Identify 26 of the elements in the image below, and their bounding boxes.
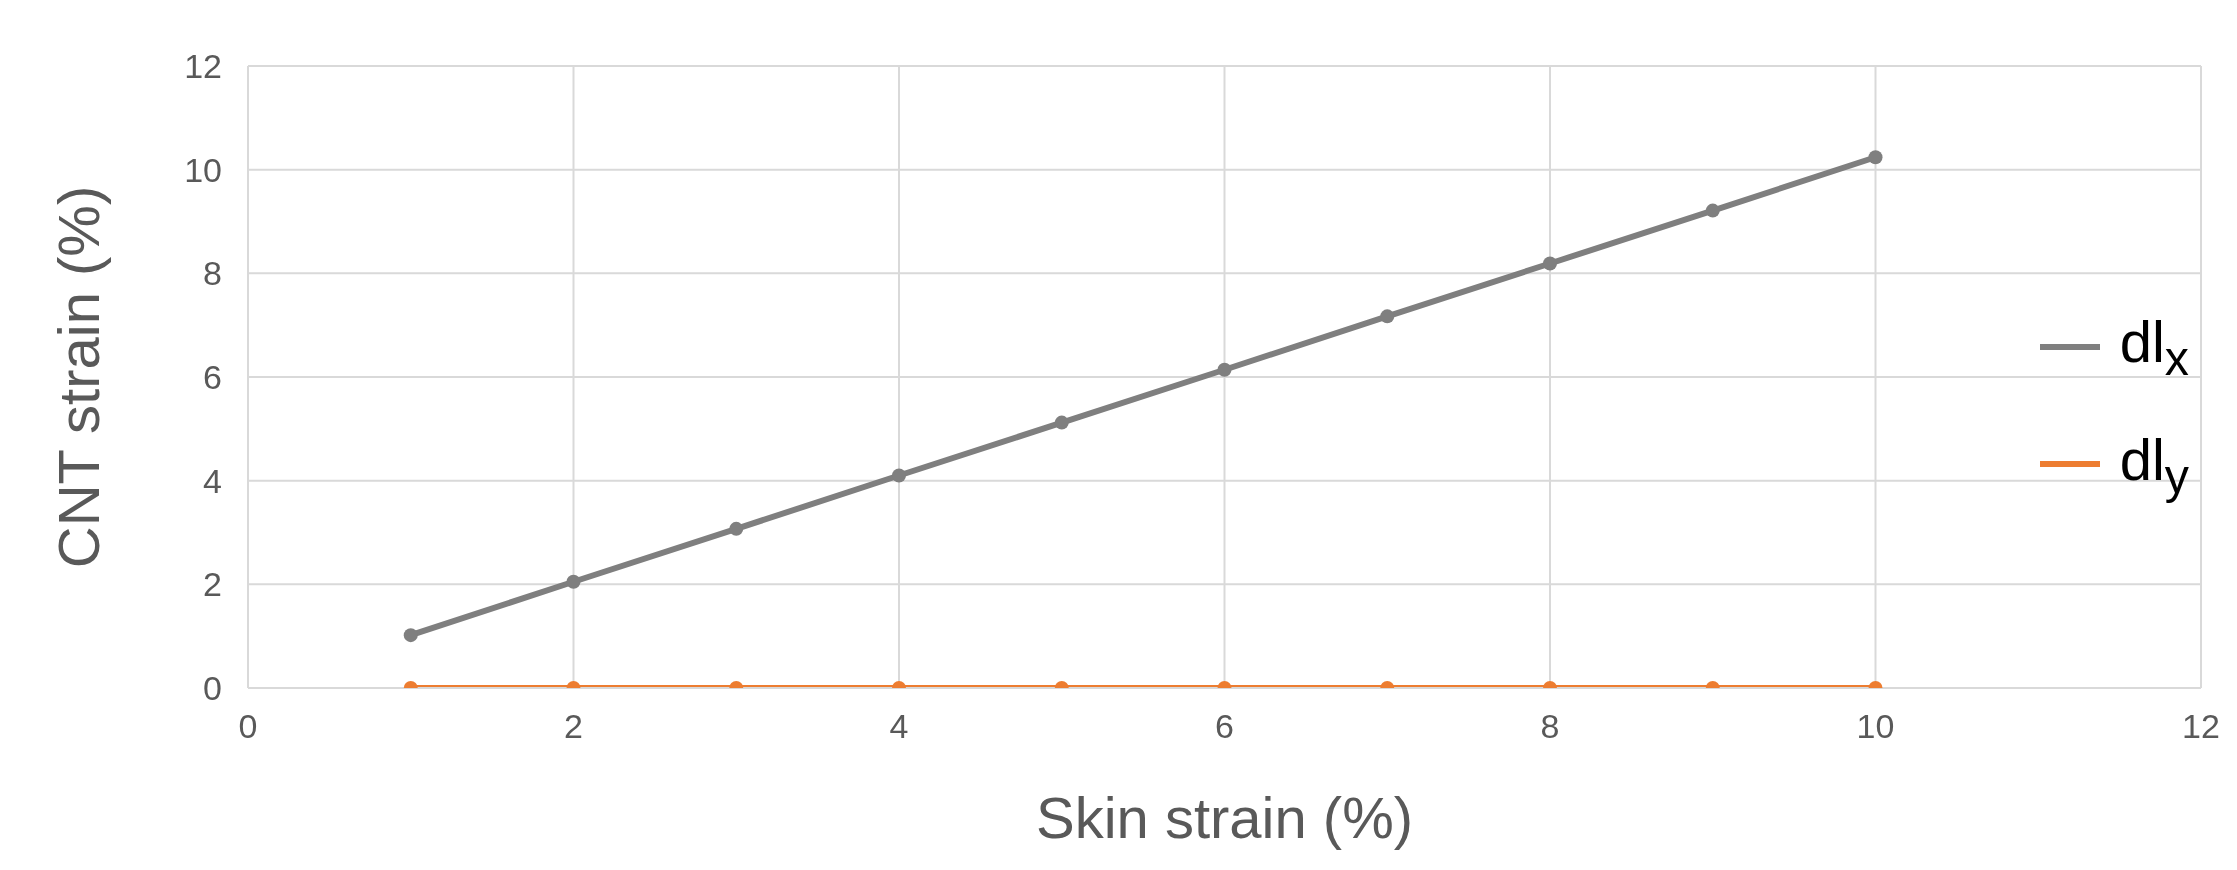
y-tick-label: 10 bbox=[184, 150, 222, 189]
point bbox=[729, 521, 744, 536]
x-tick-label: 12 bbox=[2182, 707, 2220, 746]
x-tick-label: 10 bbox=[1856, 707, 1895, 746]
y-tick-label: 2 bbox=[203, 565, 222, 604]
legend-label: dl$_{y}$ bbox=[2119, 425, 2189, 504]
y-tick-label: 4 bbox=[203, 461, 222, 500]
x-tick-label: 6 bbox=[1215, 707, 1234, 746]
point bbox=[1054, 415, 1069, 430]
y-tick-label: 6 bbox=[203, 358, 222, 397]
y-tick-label: 8 bbox=[203, 254, 222, 293]
x-tick-label: 4 bbox=[889, 707, 909, 746]
legend-label: dl$_{x}$ bbox=[2119, 308, 2189, 386]
x-axis-title: Skin strain (%) bbox=[1035, 785, 1414, 850]
point bbox=[1705, 203, 1720, 218]
y-tick-label: 12 bbox=[184, 47, 222, 86]
point bbox=[892, 468, 906, 483]
point bbox=[1543, 256, 1557, 271]
point bbox=[1217, 362, 1232, 377]
x-tick-label: 0 bbox=[238, 707, 258, 746]
y-axis-title: CNT strain (%) bbox=[45, 185, 111, 569]
y-tick-label: 0 bbox=[203, 669, 222, 708]
point bbox=[1868, 150, 1883, 165]
x-tick-label: 8 bbox=[1540, 707, 1560, 746]
point bbox=[1380, 309, 1395, 324]
x-tick-label: 2 bbox=[564, 707, 583, 746]
